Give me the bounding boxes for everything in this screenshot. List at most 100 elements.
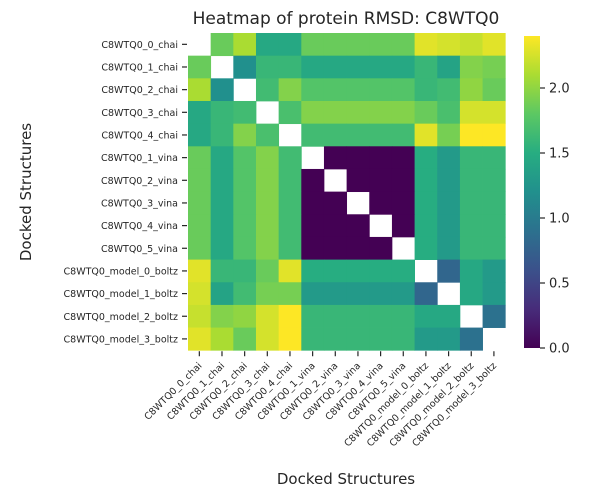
heatmap-cell bbox=[210, 33, 234, 57]
heatmap-cell bbox=[414, 168, 438, 193]
heatmap-cell bbox=[369, 100, 393, 125]
y-tick-label: C8WTQ0_model_1_boltz bbox=[64, 289, 178, 300]
heatmap-cell bbox=[278, 55, 302, 79]
heatmap-cell bbox=[323, 78, 348, 102]
heatmap-cell bbox=[369, 191, 393, 215]
heatmap-cell bbox=[255, 33, 280, 57]
heatmap-cell bbox=[255, 123, 280, 147]
heatmap-cell bbox=[233, 304, 257, 328]
heatmap-cell bbox=[437, 214, 461, 238]
heatmap-cell bbox=[346, 282, 370, 306]
heatmap-cell bbox=[323, 304, 348, 328]
heatmap-cell bbox=[323, 236, 348, 260]
heatmap-cell bbox=[482, 259, 506, 283]
heatmap-cell bbox=[437, 33, 461, 57]
heatmap-cell bbox=[188, 78, 212, 102]
heatmap-cell bbox=[437, 146, 461, 170]
heatmap-cell bbox=[278, 327, 302, 351]
heatmap-cell bbox=[210, 168, 234, 193]
x-tick-labels: C8WTQ0_0_chaiC8WTQ0_1_chaiC8WTQ0_2_chaiC… bbox=[142, 351, 499, 449]
heatmap-cell bbox=[323, 214, 348, 238]
heatmap-cell bbox=[369, 78, 393, 102]
heatmap-cell bbox=[255, 168, 280, 193]
heatmap-cell bbox=[188, 123, 212, 147]
y-tick-label: C8WTQ0_4_vina bbox=[101, 221, 178, 232]
heatmap-cell bbox=[278, 33, 302, 57]
heatmap-cell bbox=[414, 214, 438, 238]
heatmap-cell bbox=[459, 78, 483, 102]
heatmap-cell bbox=[188, 191, 212, 215]
heatmap-cell bbox=[369, 123, 393, 147]
x-axis-label: Docked Structures bbox=[277, 470, 415, 488]
heatmap-cell bbox=[233, 33, 257, 57]
heatmap-cell bbox=[414, 123, 438, 147]
heatmap-cell bbox=[323, 55, 348, 79]
heatmap-cell bbox=[346, 304, 370, 328]
heatmap-cell bbox=[323, 259, 348, 283]
heatmap-cell bbox=[369, 304, 393, 328]
heatmap-cell bbox=[369, 259, 393, 283]
heatmap-cell bbox=[301, 55, 325, 79]
y-tick-label: C8WTQ0_model_3_boltz bbox=[64, 334, 178, 345]
heatmap-cell bbox=[369, 236, 393, 260]
colorbar-tick-label: 1.0 bbox=[549, 212, 570, 227]
y-tick-label: C8WTQ0_3_chai bbox=[101, 108, 178, 119]
heatmap-cell bbox=[301, 191, 325, 215]
heatmap-cell bbox=[278, 146, 302, 170]
heatmap-cell bbox=[414, 55, 438, 79]
heatmap-cell bbox=[391, 78, 415, 102]
heatmap-cell bbox=[233, 236, 257, 260]
heatmap-cell bbox=[188, 100, 212, 125]
heatmap-cell bbox=[391, 259, 415, 283]
heatmap-cell bbox=[255, 191, 280, 215]
heatmap-cell bbox=[301, 33, 325, 57]
heatmap-cell bbox=[391, 100, 415, 125]
heatmap-cell bbox=[482, 78, 506, 102]
colorbar-tick-label: 1.5 bbox=[549, 147, 570, 162]
heatmap-cell bbox=[437, 236, 461, 260]
heatmap-cell bbox=[482, 33, 506, 57]
heatmap-cell bbox=[210, 327, 234, 351]
heatmap-cell bbox=[301, 304, 325, 328]
heatmap-cell bbox=[188, 55, 212, 79]
heatmap-cell bbox=[459, 259, 483, 283]
heatmap-cell bbox=[482, 236, 506, 260]
heatmap-cell bbox=[437, 327, 461, 351]
heatmap-cell bbox=[301, 236, 325, 260]
heatmap-cell bbox=[255, 146, 280, 170]
heatmap-cell bbox=[346, 259, 370, 283]
heatmap-cell bbox=[437, 55, 461, 79]
heatmap-cell bbox=[482, 304, 506, 328]
heatmap-cell bbox=[188, 304, 212, 328]
heatmap-cell bbox=[278, 304, 302, 328]
heatmap-cell bbox=[437, 259, 461, 283]
heatmap-cell bbox=[233, 168, 257, 193]
heatmap-cell bbox=[323, 146, 348, 170]
y-axis-label: Docked Structures bbox=[17, 123, 35, 261]
heatmap-cell bbox=[323, 123, 348, 147]
heatmap-cell bbox=[255, 236, 280, 260]
colorbar-tick-label: 2.0 bbox=[549, 82, 570, 97]
heatmap-cell bbox=[346, 214, 370, 238]
heatmap-cell bbox=[255, 304, 280, 328]
heatmap-cell bbox=[437, 123, 461, 147]
heatmap-cell bbox=[482, 123, 506, 147]
heatmap-cell bbox=[391, 191, 415, 215]
heatmap-cell bbox=[346, 100, 370, 125]
heatmap-cell bbox=[459, 236, 483, 260]
heatmap-cell bbox=[278, 168, 302, 193]
heatmap-cell bbox=[391, 33, 415, 57]
heatmap-cell bbox=[414, 100, 438, 125]
heatmap-cell bbox=[482, 191, 506, 215]
heatmap-cell bbox=[459, 282, 483, 306]
y-tick-label: C8WTQ0_2_chai bbox=[101, 85, 178, 96]
heatmap-cell bbox=[414, 327, 438, 351]
heatmap-cell bbox=[210, 304, 234, 328]
colorbar-tick-label: 0.5 bbox=[549, 277, 570, 292]
heatmap-cell bbox=[482, 100, 506, 125]
y-tick-labels: C8WTQ0_0_chai C8WTQ0_1_chai C8WTQ0_2_chai C… bbox=[64, 40, 187, 345]
heatmap-cell bbox=[391, 168, 415, 193]
heatmap-cell bbox=[278, 191, 302, 215]
heatmap-cell bbox=[188, 146, 212, 170]
heatmap-cell bbox=[414, 191, 438, 215]
